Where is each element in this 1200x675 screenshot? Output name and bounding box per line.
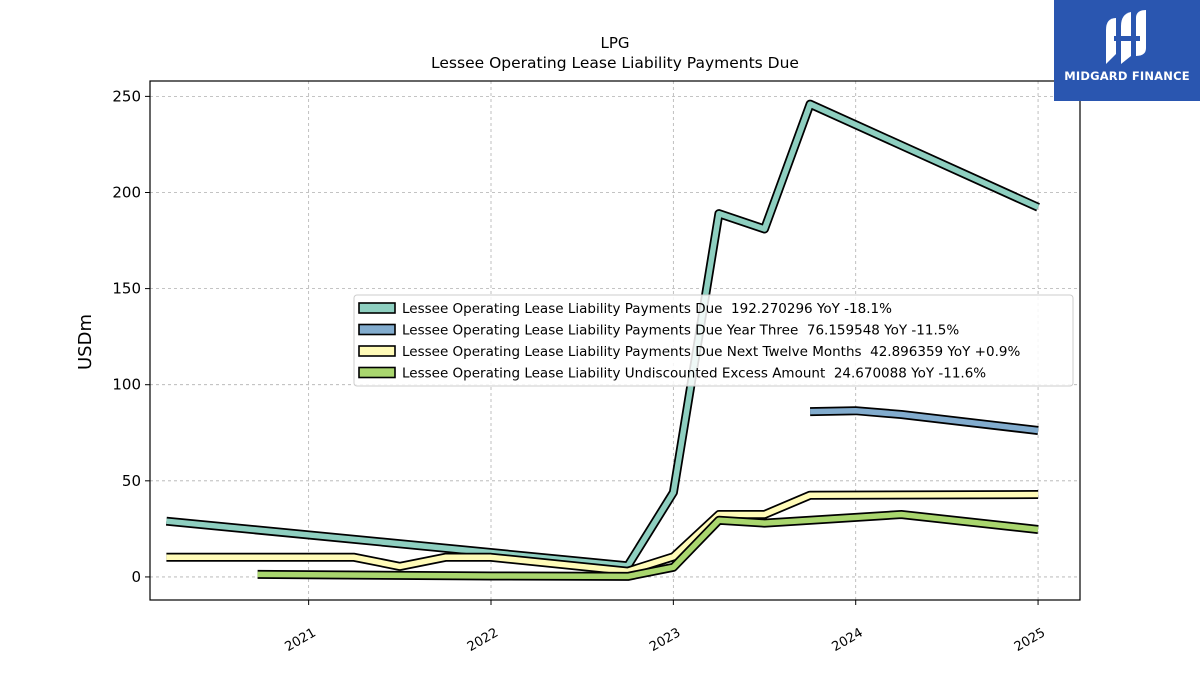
legend-label-0: Lessee Operating Lease Liability Payment…	[402, 301, 892, 317]
legend-label-1: Lessee Operating Lease Liability Payment…	[402, 323, 959, 339]
series-line-3	[257, 511, 1039, 580]
y-tick-label: 150	[112, 280, 141, 298]
midgard-finance-logo: MIDGARD FINANCE	[1054, 0, 1200, 101]
series-line-0	[166, 101, 1040, 569]
x-tick-label: 2023	[647, 625, 683, 655]
chart-title: LPG	[600, 34, 629, 52]
plot-frame	[149, 80, 1081, 601]
midgard-m-logo-icon	[1106, 10, 1146, 64]
y-tick-label: 250	[112, 87, 141, 105]
legend-swatch-2	[358, 345, 396, 357]
chart-subtitle: Lessee Operating Lease Liability Payment…	[431, 54, 799, 72]
x-tick-label: 2021	[282, 625, 318, 655]
logo-text: MIDGARD FINANCE	[1064, 69, 1190, 83]
series-line-2	[166, 491, 1039, 574]
y-tick-label: 200	[112, 183, 141, 201]
x-tick-label: 2024	[830, 625, 866, 655]
x-tick-label: 2022	[465, 625, 501, 655]
series-line-1	[810, 407, 1039, 434]
legend-box	[353, 294, 1074, 387]
legend-label-2: Lessee Operating Lease Liability Payment…	[402, 344, 1020, 360]
legend-swatch-3	[358, 366, 396, 379]
legend-label-3: Lessee Operating Lease Liability Undisco…	[402, 366, 986, 382]
legend-swatch-1	[358, 323, 396, 336]
y-tick-label: 100	[112, 376, 141, 394]
legend-swatch-0	[358, 302, 396, 314]
y-tick-label: 0	[131, 568, 141, 586]
series-lines	[165, 99, 1040, 581]
y-tick-label: 50	[122, 472, 141, 490]
y-axis-label: USDm	[75, 314, 96, 370]
x-tick-label: 2025	[1012, 625, 1048, 655]
legend: Lessee Operating Lease Liability Payment…	[353, 294, 1074, 387]
